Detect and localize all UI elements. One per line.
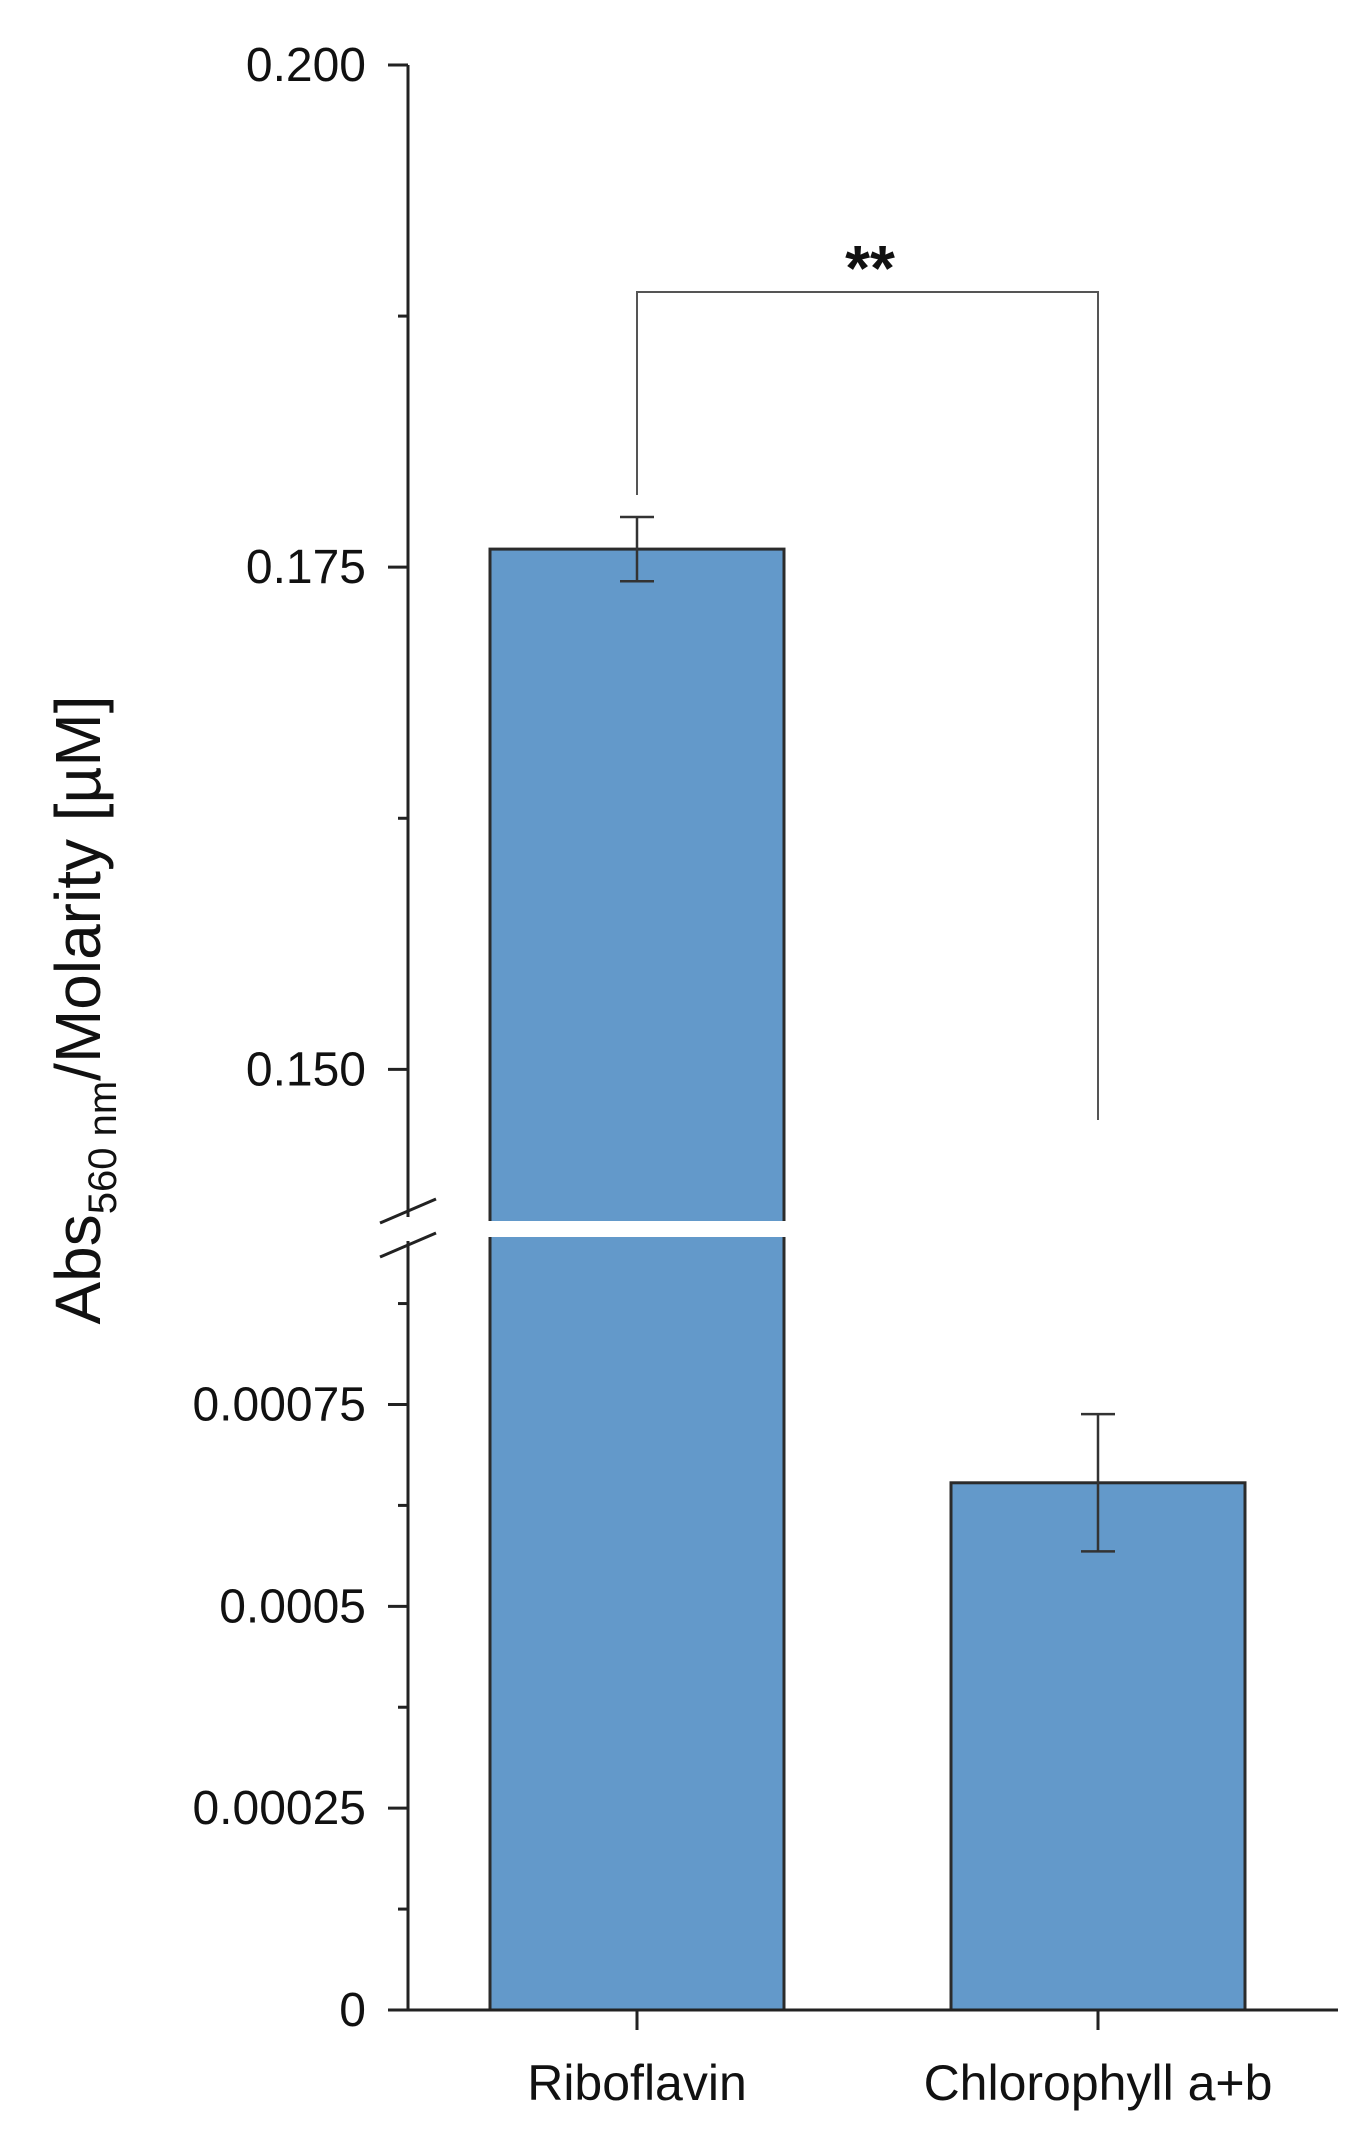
category-label-0: Riboflavin (527, 2055, 747, 2111)
upper-tick-label-1: 0.175 (246, 541, 366, 594)
axis-break-gap (410, 1221, 1340, 1237)
significance-label: ** (845, 232, 895, 304)
upper-tick-label-2: 0.200 (246, 39, 366, 92)
category-labels: Riboflavin Chlorophyll a+b (527, 2055, 1272, 2111)
significance-bracket (636, 291, 1099, 1120)
bar-1 (949, 1481, 1247, 2012)
upper-tick-label-0: 0.150 (246, 1043, 366, 1096)
y-axis-title-rest: /Molarity [µM] (42, 695, 114, 1080)
category-label-1: Chlorophyll a+b (924, 2055, 1273, 2111)
y-axis-title-main: Abs (42, 1214, 114, 1324)
axis-break-mark-lower (379, 1231, 437, 1259)
significance-layer: ** (636, 232, 1099, 1120)
axes-layer (379, 65, 1338, 2030)
lower-tick-label-1: 0.00025 (192, 1782, 366, 1835)
axis-break-mark-upper (379, 1197, 437, 1225)
lower-tick-label-2: 0.0005 (219, 1580, 366, 1633)
y-axis-title-subscript: 560 nm (81, 1081, 125, 1214)
lower-tick-label-0: 0 (339, 1984, 366, 2037)
bars-layer (410, 547, 1340, 2012)
y-axis-title: Abs560 nm/Molarity [µM] (42, 695, 125, 1324)
ticks-layer: 0 0.00025 0.0005 0.00075 0.150 0.175 0.200 (192, 39, 408, 2037)
bar-0 (488, 547, 786, 2012)
error-bars-layer (620, 515, 1115, 1553)
lower-tick-label-3: 0.00075 (192, 1378, 366, 1431)
